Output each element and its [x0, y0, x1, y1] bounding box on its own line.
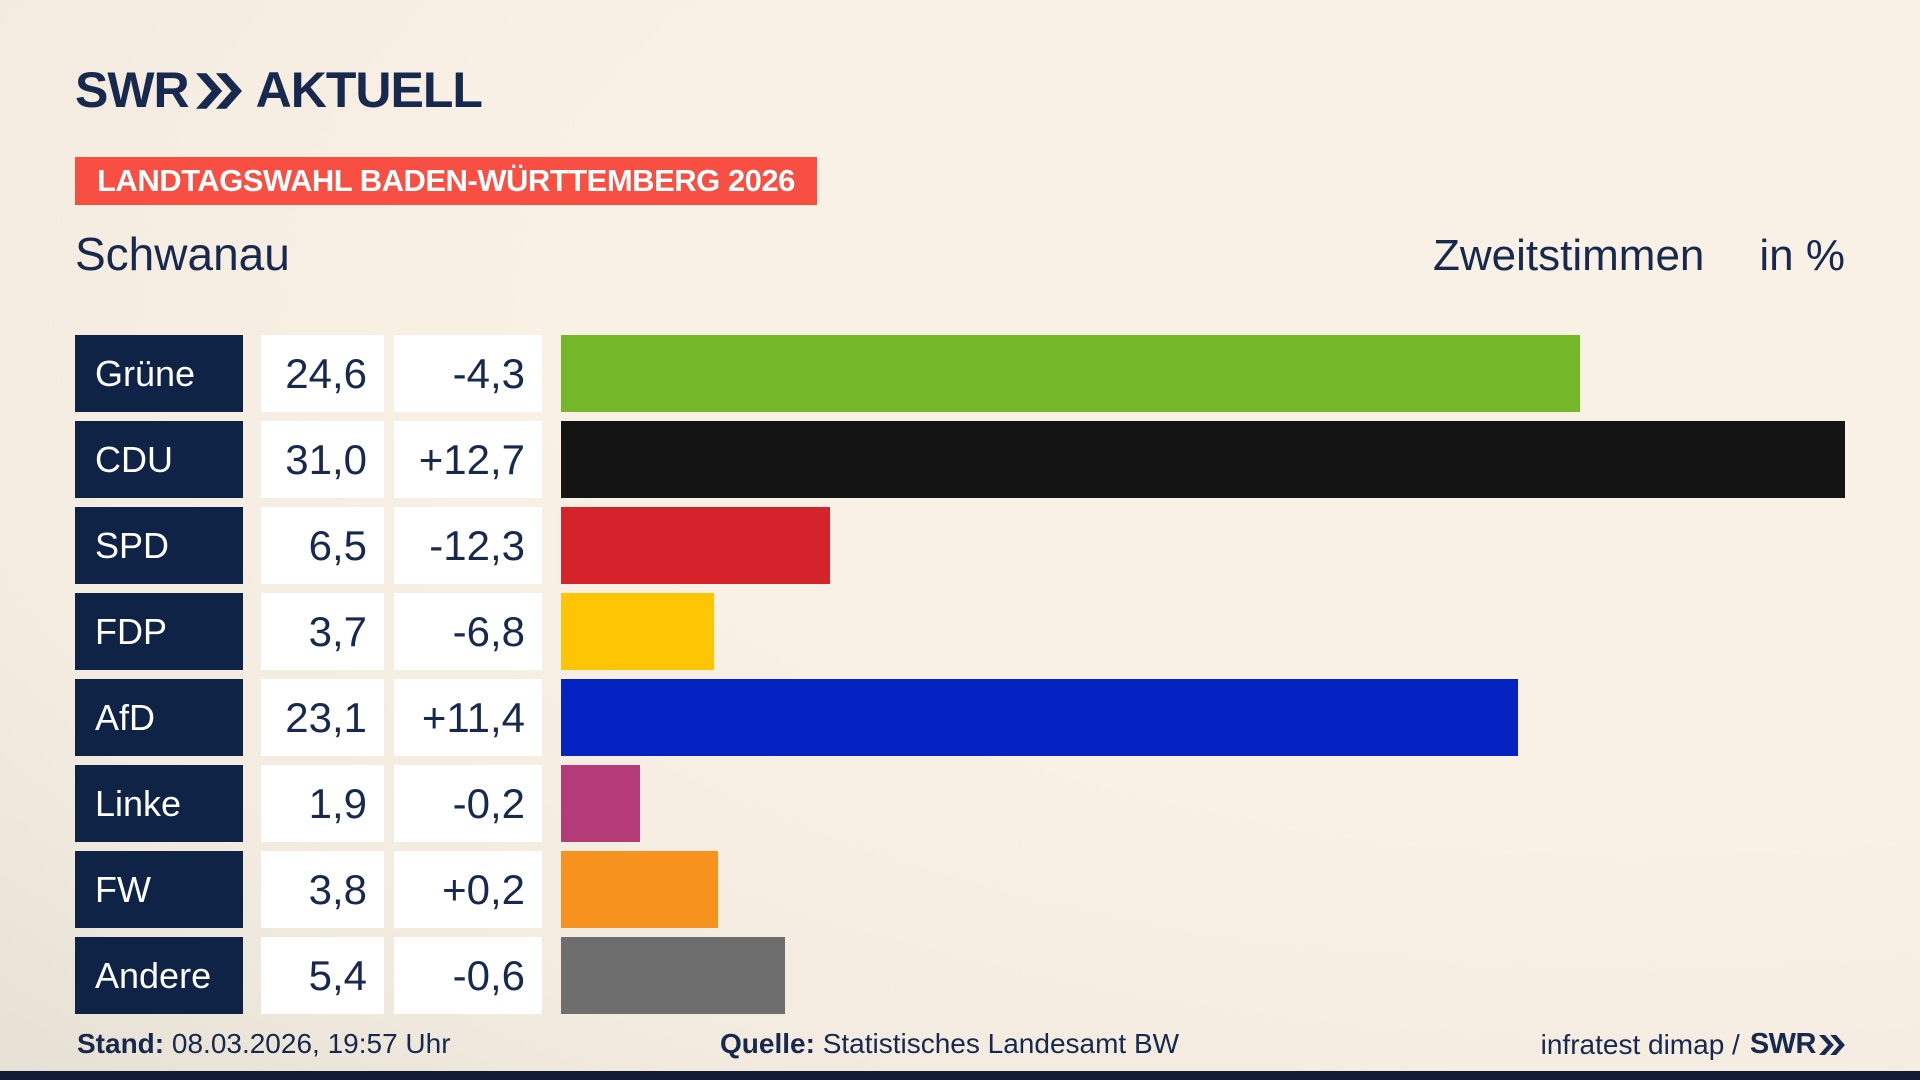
source-note: Quelle: Statistisches Landesamt BW — [720, 1028, 1179, 1060]
party-bar — [561, 421, 1845, 498]
party-value: 6,5 — [261, 507, 384, 584]
party-bar — [561, 593, 715, 670]
chart-row: FW 3,8 +0,2 — [75, 851, 1845, 928]
party-label: CDU — [75, 421, 243, 498]
chart-row: SPD 6,5 -12,3 — [75, 507, 1845, 584]
party-bar — [561, 507, 831, 584]
double-chevron-right-icon — [1819, 1034, 1845, 1055]
chart-row: Linke 1,9 -0,2 — [75, 765, 1845, 842]
stand-value: 08.03.2026, 19:57 Uhr — [171, 1028, 451, 1059]
bar-area — [561, 335, 1845, 412]
bar-area — [561, 851, 1845, 928]
stand-label: Stand: — [77, 1028, 165, 1059]
logo-aktuell-text: AKTUELL — [255, 62, 483, 118]
bar-area — [561, 765, 1845, 842]
party-label: Linke — [75, 765, 243, 842]
swr-aktuell-logo: SWR AKTUELL — [75, 62, 483, 118]
municipality-title: Schwanau — [75, 228, 290, 280]
party-value: 3,7 — [261, 593, 384, 670]
quelle-value: Statistisches Landesamt BW — [822, 1028, 1180, 1059]
party-value: 1,9 — [261, 765, 384, 842]
party-label: Grüne — [75, 335, 243, 412]
chart-row: CDU 31,0 +12,7 — [75, 421, 1845, 498]
party-change: -4,3 — [394, 335, 542, 412]
party-change: -12,3 — [394, 507, 542, 584]
logo-swr-text: SWR — [75, 62, 190, 118]
chart-row: Grüne 24,6 -4,3 — [75, 335, 1845, 412]
party-value: 3,8 — [261, 851, 384, 928]
party-label: AfD — [75, 679, 243, 756]
chart-rows: Grüne 24,6 -4,3 CDU 31,0 +12,7 SPD 6,5 -12,3 FDP 3… — [75, 335, 1845, 1023]
swr-footer-logo: SWR — [1750, 1028, 1845, 1061]
unit-label: in % — [1759, 231, 1845, 280]
double-chevron-right-icon — [195, 73, 242, 109]
vote-type-label: Zweitstimmen — [1433, 231, 1705, 280]
bar-area — [561, 593, 1845, 670]
chart-row: Andere 5,4 -0,6 — [75, 937, 1845, 1014]
bar-area — [561, 679, 1845, 756]
bar-area — [561, 937, 1845, 1014]
bar-area — [561, 507, 1845, 584]
party-label: FW — [75, 851, 243, 928]
footer: Stand: 08.03.2026, 19:57 Uhr Quelle: Sta… — [0, 1028, 1920, 1072]
party-bar — [561, 851, 719, 928]
chart-row: FDP 3,7 -6,8 — [75, 593, 1845, 670]
footer-logo-swr-text: SWR — [1749, 1028, 1817, 1060]
credit-text: infratest dimap / — [1540, 1028, 1740, 1060]
party-bar — [561, 335, 1580, 412]
stand-timestamp: Stand: 08.03.2026, 19:57 Uhr — [77, 1028, 451, 1060]
party-bar — [561, 679, 1518, 756]
party-value: 24,6 — [261, 335, 384, 412]
party-change: +12,7 — [394, 421, 542, 498]
quelle-label: Quelle: — [720, 1028, 815, 1059]
election-banner: LANDTAGSWAHL BADEN-WÜRTTEMBERG 2026 — [75, 157, 817, 205]
party-change: +11,4 — [394, 679, 542, 756]
credit-note: infratest dimap / SWR — [1541, 1028, 1845, 1061]
party-value: 31,0 — [261, 421, 384, 498]
party-bar — [561, 937, 785, 1014]
party-value: 23,1 — [261, 679, 384, 756]
party-change: +0,2 — [394, 851, 542, 928]
party-bar — [561, 765, 640, 842]
party-label: Andere — [75, 937, 243, 1014]
party-label: SPD — [75, 507, 243, 584]
party-label: FDP — [75, 593, 243, 670]
chart-row: AfD 23,1 +11,4 — [75, 679, 1845, 756]
party-value: 5,4 — [261, 937, 384, 1014]
bottom-accent-strip — [0, 1071, 1920, 1080]
chart-subtitle: Zweitstimmen in % — [1433, 230, 1845, 282]
party-change: -6,8 — [394, 593, 542, 670]
bar-area — [561, 421, 1845, 498]
party-change: -0,6 — [394, 937, 542, 1014]
party-change: -0,2 — [394, 765, 542, 842]
